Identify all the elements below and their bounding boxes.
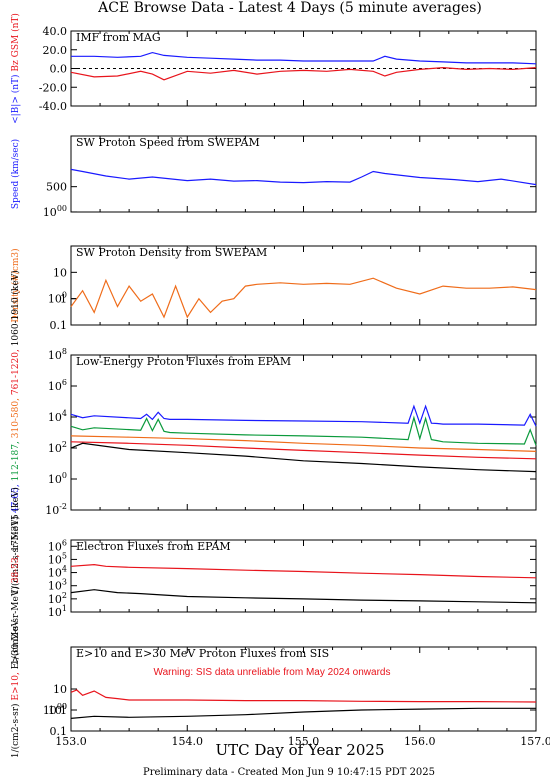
plot-frame xyxy=(70,354,537,511)
y-label-part: Density (#/cm3) xyxy=(10,248,21,322)
y-label-part: E>30 MeV xyxy=(11,619,21,672)
series-line-black xyxy=(70,589,537,604)
y-axis-label: Speed (km/sec) xyxy=(10,139,21,209)
y-tick-label: 100 xyxy=(48,702,67,717)
series-line-green xyxy=(70,415,537,446)
y-label-part: <|B|> (nT) xyxy=(10,74,21,123)
y-label-part: 47-65, xyxy=(11,484,21,516)
y-tick-label: 0.1 xyxy=(50,725,68,738)
panels: IMF from MAG -40.0 -20.0 0.0 20.0 40.0 <|B|> (… xyxy=(10,13,550,758)
y-tick-label: 100 xyxy=(48,291,67,306)
y-label-part: 112-187, xyxy=(11,441,21,484)
y-tick-label: -40.0 xyxy=(39,100,67,113)
x-tick-label: 157.0 xyxy=(520,735,550,748)
series-line-red xyxy=(70,441,537,460)
y-tick-label: 40.0 xyxy=(43,25,68,38)
y-tick-label: 10-2 xyxy=(45,502,67,517)
series-line-black xyxy=(70,707,536,719)
series-line-red xyxy=(70,66,537,81)
y-tick-label: 106 xyxy=(48,538,67,553)
y-label-part: 175-315 (keV) xyxy=(10,487,21,554)
y-tick-label: 0.1 xyxy=(50,319,68,332)
figure-title: ACE Browse Data - Latest 4 Days (5 minut… xyxy=(97,0,482,16)
series-line-black xyxy=(70,442,537,473)
y-axis-label: 1/(cm2-s-sr-MeV) 47-65, 112-187, 310-580… xyxy=(10,270,21,594)
y-label-part: 38-53, xyxy=(11,554,21,586)
series-line-blue xyxy=(70,168,537,186)
series-line-blue xyxy=(70,404,537,427)
y-axis-label: Density (#/cm3) xyxy=(10,248,21,322)
series-line-red xyxy=(70,563,537,579)
series-line-blue xyxy=(71,51,537,65)
y-tick-label: 20.0 xyxy=(43,44,68,57)
y-label-part: 1/(cm2-s-sr-MeV) xyxy=(10,516,21,595)
series-line-red xyxy=(70,689,537,703)
y-tick-label: 102 xyxy=(48,440,67,455)
y-axis-label: <|B|> (nT) Bz GSM (nT) xyxy=(10,13,21,124)
y-tick-label: 500 xyxy=(46,181,67,194)
y-tick-label: 105 xyxy=(48,551,67,566)
panel-title: SW Proton Density from SWEPAM xyxy=(76,246,267,259)
y-label-part: Bz GSM (nT) xyxy=(10,13,21,74)
panel-title: Electron Fluxes from EPAM xyxy=(76,540,231,553)
panel-2: SW Proton Speed from SWEPAM 500 1000 Speed … xyxy=(10,135,537,219)
y-tick-label: 10 xyxy=(53,266,67,279)
y-tick-label: -20.0 xyxy=(39,81,67,94)
y-label-part: Speed (km/sec) xyxy=(10,139,21,209)
panel-title: Low-Energy Proton Fluxes from EPAM xyxy=(76,355,291,368)
x-axis-label: UTC Day of Year 2025 xyxy=(216,741,385,759)
panel-6: E>10 and E>30 MeV Proton Fluxes from SIS… xyxy=(10,619,537,758)
footer-note: Preliminary data - Created Mon Jun 9 10:… xyxy=(143,767,435,778)
panel-title: E>10 and E>30 MeV Proton Fluxes from SIS xyxy=(76,647,329,660)
panel-4: Low-Energy Proton Fluxes from EPAM10-210… xyxy=(10,270,537,595)
series-line-orange xyxy=(70,277,537,319)
panel-1: IMF from MAG -40.0 -20.0 0.0 20.0 40.0 <|B|> (… xyxy=(10,13,537,124)
y-tick-label: 1 xyxy=(60,293,67,306)
panel-title: SW Proton Speed from SWEPAM xyxy=(76,136,260,149)
x-tick-label: 156.0 xyxy=(404,735,436,748)
series-line-orange xyxy=(70,435,537,452)
y-tick-label: 100 xyxy=(48,471,67,486)
panel-title: IMF from MAG xyxy=(76,31,161,44)
y-tick-label: 1000 xyxy=(43,702,67,717)
y-tick-label: 102 xyxy=(48,591,67,606)
warning-note: Warning: SIS data unreliable from May 20… xyxy=(154,667,391,678)
panel-5: Electron Fluxes from EPAM 101102103104105… xyxy=(10,487,537,665)
y-tick-label: 108 xyxy=(48,347,67,362)
y-tick-label: 10 xyxy=(53,683,67,696)
y-tick-label: 101 xyxy=(48,604,67,619)
x-tick-label: 153.0 xyxy=(55,735,87,748)
y-tick-label: 1 xyxy=(60,704,67,717)
y-tick-label: 104 xyxy=(48,565,67,580)
y-label-part: 1/(cm2-s-sr-MeV) xyxy=(10,586,21,665)
y-axis-label: 1/(cm2-s-sr-MeV) 38-53, 175-315 (keV) xyxy=(10,487,21,665)
y-axis-label: 1/(cm2-s-sr) E>10, E>30 MeV xyxy=(10,619,21,758)
x-tick-label: 155.0 xyxy=(288,735,320,748)
panel-3: SW Proton Density from SWEPAM 0.1 1 10 100 De… xyxy=(10,245,537,332)
y-label-part: 1/(cm2-s-sr) xyxy=(10,703,21,758)
y-tick-label: 106 xyxy=(48,378,67,393)
y-label-part: E>10, xyxy=(11,672,21,703)
y-label-part: 1060-1910 (keV) xyxy=(10,270,21,349)
y-tick-label: 0.0 xyxy=(50,63,68,76)
y-label-part: 761-1220, xyxy=(11,349,21,398)
y-label-part: 310-580, xyxy=(11,398,21,441)
x-tick-label: 154.0 xyxy=(172,735,204,748)
y-tick-label: 104 xyxy=(48,409,67,424)
y-tick-label: 1000 xyxy=(43,204,67,219)
y-tick-label: 103 xyxy=(48,578,67,593)
